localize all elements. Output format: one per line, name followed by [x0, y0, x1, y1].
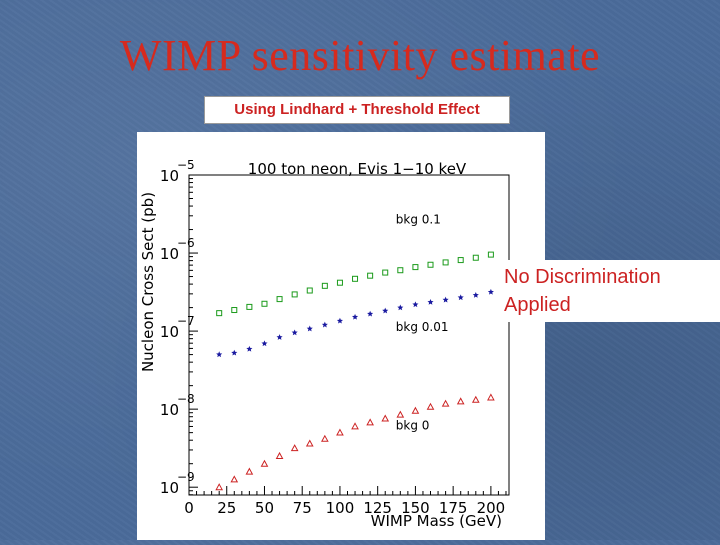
y-tick-label: 10 — [160, 479, 179, 497]
plot-panel: 0 25 50 75 100 125 150 175 200 10 −5 10 −6 10 −7 10 −8 10… — [137, 132, 545, 540]
point-bkg-0 — [336, 428, 344, 436]
point-bkg-0-1 — [216, 310, 223, 317]
point-bkg-0-01 — [291, 329, 298, 336]
point-bkg-0-01 — [397, 304, 404, 311]
point-bkg-0-1 — [427, 261, 434, 268]
point-bkg-0-01 — [472, 292, 479, 298]
point-bkg-0-01 — [336, 317, 343, 324]
point-bkg-0-1 — [321, 282, 328, 289]
point-bkg-0 — [441, 399, 450, 407]
point-bkg-0-1 — [382, 269, 389, 276]
y-tick-exponent: −5 — [177, 158, 195, 172]
point-bkg-0 — [456, 397, 465, 405]
note-line-2: Applied — [504, 294, 571, 316]
point-bkg-0-1 — [231, 307, 238, 314]
y-tick-label: 10 — [160, 401, 179, 419]
point-bkg-0-1 — [276, 296, 283, 303]
x-axis-label: WIMP Mass (GeV) — [371, 512, 502, 530]
x-tick-label: 125 — [363, 499, 392, 517]
point-bkg-0-01 — [457, 294, 464, 301]
point-bkg-0 — [230, 475, 239, 483]
series-annotation: bkg 0 — [396, 418, 430, 432]
y-tick-exponent: −8 — [177, 392, 195, 406]
point-bkg-0-1 — [261, 300, 268, 307]
chart-marks — [215, 251, 495, 491]
point-bkg-0-01 — [216, 351, 223, 358]
y-tick-label: 10 — [160, 323, 179, 341]
point-bkg-0-1 — [246, 303, 253, 310]
point-bkg-0 — [305, 439, 314, 447]
y-tick-label: 10 — [160, 167, 179, 185]
point-bkg-0-01 — [306, 325, 313, 332]
point-bkg-0-1 — [457, 257, 464, 264]
x-tick-label: 0 — [184, 499, 194, 517]
point-bkg-0 — [487, 393, 495, 401]
x-tick-label: 75 — [293, 499, 312, 517]
point-bkg-0 — [351, 422, 359, 430]
point-bkg-0-1 — [352, 275, 359, 282]
x-tick-label: 50 — [255, 499, 274, 517]
subtitle-text: Using Lindhard + Threshold Effect — [234, 101, 480, 118]
point-bkg-0-1 — [336, 279, 343, 286]
x-tick-label: 175 — [439, 499, 468, 517]
subtitle-box: Using Lindhard + Threshold Effect — [204, 96, 510, 124]
point-bkg-0-01 — [412, 301, 419, 308]
plot-frame — [188, 174, 510, 496]
point-bkg-0-1 — [487, 251, 494, 258]
point-bkg-0-1 — [397, 267, 404, 274]
x-tick-label: 200 — [477, 499, 506, 517]
point-bkg-0-1 — [472, 254, 479, 261]
x-tick-label: 25 — [217, 499, 236, 517]
point-bkg-0-01 — [276, 334, 283, 340]
point-bkg-0-1 — [412, 264, 419, 271]
x-tick-label: 100 — [326, 499, 355, 517]
point-bkg-0 — [381, 414, 390, 422]
y-axis-label: Nucleon Cross Sect (pb) — [139, 192, 157, 372]
point-bkg-0-01 — [442, 296, 449, 303]
slide-title: WIMP sensitivity estimate — [119, 31, 601, 80]
y-tick-exponent: −7 — [177, 314, 195, 328]
x-tick-label: 150 — [401, 499, 430, 517]
point-bkg-0 — [260, 459, 269, 467]
point-bkg-0-01 — [367, 310, 374, 317]
point-bkg-0-1 — [442, 259, 449, 266]
y-tick-label: 10 — [160, 245, 179, 263]
point-bkg-0 — [366, 418, 374, 426]
point-bkg-0-01 — [246, 345, 253, 352]
point-bkg-0-01 — [382, 307, 389, 314]
series-annotation: bkg 0.01 — [396, 320, 449, 334]
point-bkg-0 — [275, 451, 284, 459]
point-bkg-0 — [215, 483, 224, 491]
point-bkg-0-01 — [321, 321, 328, 328]
point-bkg-0 — [321, 434, 329, 442]
point-bkg-0-1 — [306, 287, 313, 294]
point-bkg-0-01 — [351, 313, 359, 320]
chart-title: 100 ton neon, Evis 1−10 keV — [248, 160, 467, 178]
chart-axes: 0 25 50 75 100 125 150 175 20010−510−610−710−810… — [160, 158, 510, 517]
point-bkg-0-01 — [231, 349, 238, 356]
point-bkg-0 — [426, 402, 435, 410]
point-bkg-0-1 — [367, 272, 374, 279]
point-bkg-0 — [245, 467, 254, 475]
point-bkg-0-01 — [261, 340, 268, 347]
sensitivity-chart: 0 25 50 75 100 125 150 175 20010−510−610−710−810… — [139, 158, 510, 530]
point-bkg-0 — [411, 406, 420, 414]
y-tick-exponent: −6 — [177, 236, 195, 250]
note-line-1: No Discrimination — [504, 266, 661, 288]
note-box: No Discrimination Applied — [498, 260, 720, 322]
point-bkg-0-1 — [291, 291, 298, 298]
point-bkg-0 — [471, 395, 480, 403]
point-bkg-0 — [290, 444, 299, 452]
point-bkg-0 — [396, 410, 405, 418]
series-annotation: bkg 0.1 — [396, 212, 441, 226]
y-tick-exponent: −9 — [177, 470, 195, 484]
point-bkg-0-01 — [487, 288, 494, 295]
point-bkg-0-01 — [427, 299, 434, 305]
